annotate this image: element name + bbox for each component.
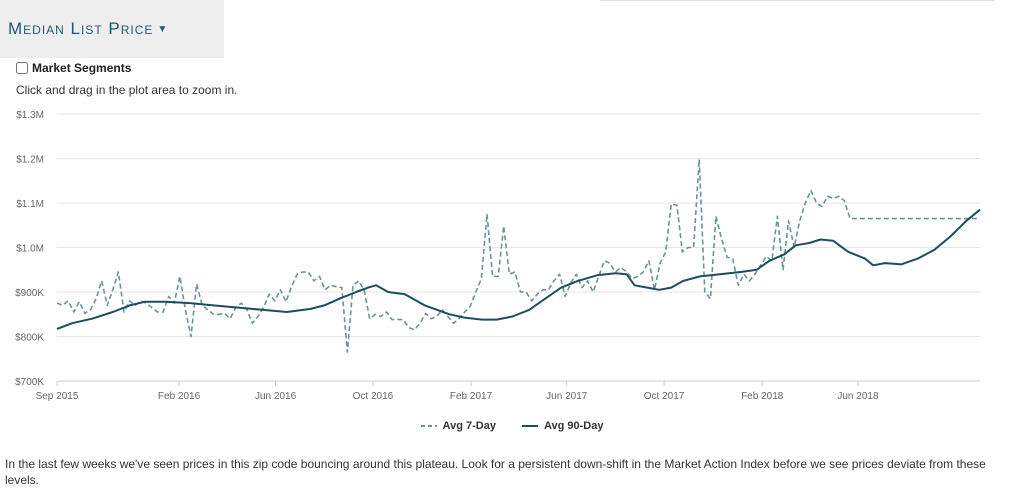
market-segments-label: Market Segments (32, 61, 132, 75)
chart-title-dropdown[interactable]: Median List Price ▼ (8, 19, 168, 39)
y-tick-label: $1.3M (16, 110, 44, 121)
x-tick-label: Jun 2018 (837, 391, 879, 402)
legend-item-avg-90-day[interactable]: Avg 90-Day (521, 420, 604, 432)
legend-dashed-line-icon (420, 425, 437, 427)
x-tick-label: Oct 2016 (353, 391, 394, 402)
commentary-text: In the last few weeks we've seen prices … (5, 457, 986, 487)
x-tick-label: Oct 2017 (644, 391, 685, 402)
y-tick-label: $1.1M (16, 199, 44, 210)
market-segments-toggle[interactable]: Market Segments (16, 61, 131, 75)
series-line-avg-7-day (56, 158, 980, 353)
y-tick-label: $700K (15, 377, 44, 388)
legend-label-avg-7-day: Avg 7-Day (442, 420, 496, 432)
x-tick-label: Feb 2017 (450, 391, 493, 402)
price-line-chart[interactable]: $700K $800K $900K $1.0M $1.1M $1.2M $1.3M Sep … (0, 100, 1024, 410)
y-tick-label: $800K (15, 333, 44, 344)
y-tick-label: $1.2M (16, 155, 44, 166)
market-segments-checkbox[interactable] (16, 62, 28, 74)
chart-title-label: Median List Price (8, 19, 154, 38)
x-tick-label: Sep 2015 (36, 391, 79, 402)
caret-down-icon: ▼ (157, 24, 169, 36)
y-tick-label: $900K (15, 288, 44, 299)
top-divider (600, 0, 994, 1)
x-tick-label: Jun 2017 (546, 391, 588, 402)
x-tick-label: Feb 2018 (741, 391, 784, 402)
y-tick-label: $1.0M (16, 244, 44, 255)
legend-label-avg-90-day: Avg 90-Day (543, 420, 604, 432)
chart-selector-box: Median List Price ▼ (0, 0, 224, 58)
legend-item-avg-7-day[interactable]: Avg 7-Day (420, 420, 496, 432)
legend-solid-line-icon (521, 425, 538, 427)
zoom-hint: Click and drag in the plot area to zoom … (16, 83, 238, 97)
x-tick-label: Jun 2016 (255, 391, 297, 402)
series-line-avg-90-day (56, 208, 981, 330)
chart-legend: Avg 7-Day Avg 90-Day (0, 420, 1024, 432)
x-tick-label: Feb 2016 (158, 391, 201, 402)
